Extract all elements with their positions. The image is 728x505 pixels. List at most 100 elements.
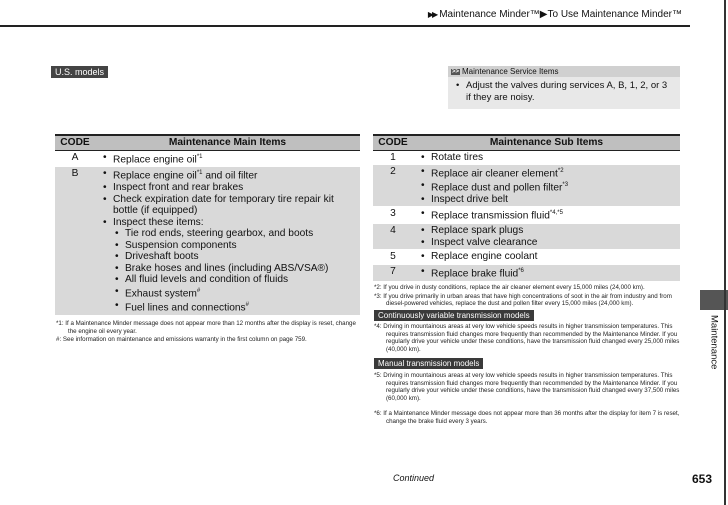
table-row: BReplace engine oil*1 and oil filterInsp… xyxy=(55,166,360,316)
footnote-ref: *1 xyxy=(196,170,203,177)
footnote: *4: Driving in mountainous areas at very… xyxy=(374,323,680,353)
list-item: All fluid levels and condition of fluids xyxy=(95,274,360,286)
code-cell: 7 xyxy=(373,264,413,282)
footnote-text: If a Maintenance Minder message does not… xyxy=(65,320,356,335)
cvt-footnote: *4: Driving in mountainous areas at very… xyxy=(374,323,680,354)
list-item: Check expiration date for temporary tire… xyxy=(95,194,360,217)
code-header: CODE xyxy=(55,134,95,151)
footnote-text: Driving in mountainous areas at very low… xyxy=(383,372,680,402)
footnote-mark: *4: xyxy=(374,323,384,330)
footnote-mark: *5: xyxy=(374,372,384,379)
footnote-text: Driving in mountainous areas at very low… xyxy=(383,323,680,353)
mt-footnote: *5: Driving in mountainous areas at very… xyxy=(374,372,680,403)
items-cell: Replace air cleaner element*2Replace dus… xyxy=(413,164,680,207)
footnote-ref: *3 xyxy=(562,181,569,188)
list-item: Tie rod ends, steering gearbox, and boot… xyxy=(95,228,360,240)
code-cell: 4 xyxy=(373,223,413,250)
list-item: Inspect these items: xyxy=(95,217,360,229)
items-cell: Rotate tires xyxy=(413,150,680,165)
code-cell: 1 xyxy=(390,151,396,163)
footnote-ref: *6 xyxy=(518,267,524,274)
footnote-mark: *3: xyxy=(374,292,384,300)
table-row: A Replace engine oil*1 xyxy=(55,150,360,167)
items-cell: Replace brake fluid*6 xyxy=(413,264,680,282)
list-item: Inspect drive belt xyxy=(413,194,680,206)
list-item: Replace engine oil*1 and oil filter xyxy=(95,168,360,182)
footnote-mark: *1: xyxy=(56,320,66,327)
code-cell: 2 xyxy=(373,164,413,207)
side-tab-marker xyxy=(700,290,728,310)
note-text: Adjust the valves during services A, B, … xyxy=(448,77,680,104)
footnote-text: See information on maintenance and emiss… xyxy=(62,336,307,344)
list-item: Replace transmission fluid*4,*5 xyxy=(413,208,680,222)
footnote-text: If you drive in dusty conditions, replac… xyxy=(383,284,645,291)
code-cell: 5 xyxy=(390,251,396,263)
table-row: 1 Rotate tires xyxy=(373,150,680,165)
items-cell: Replace engine oil*1 and oil filterInspe… xyxy=(95,166,360,316)
mt-label: Manual transmission models xyxy=(374,358,484,369)
footnote: *6: If a Maintenance Minder message does… xyxy=(374,410,680,425)
footnote-ref: *4,*5 xyxy=(549,210,563,217)
items-cell: Replace transmission fluid*4,*5 xyxy=(413,207,680,224)
maintenance-service-note: >>Maintenance Service Items Adjust the v… xyxy=(448,66,680,109)
table-row: 7Replace brake fluid*6 xyxy=(373,264,680,282)
footnote: *2: If you drive in dusty conditions, re… xyxy=(374,284,680,292)
list-item: Replace engine oil*1 xyxy=(95,152,360,166)
side-tab-label[interactable]: Maintenance xyxy=(708,314,720,370)
list-item: Rotate tires xyxy=(413,152,680,164)
items-header: Maintenance Sub Items xyxy=(413,134,680,151)
footnote-mark: *6: xyxy=(374,410,384,417)
table-row: 4Replace spark plugsInspect valve cleara… xyxy=(373,223,680,250)
footnote: *3: If you drive primarily in urban area… xyxy=(374,293,680,308)
footnote-ref: # xyxy=(245,301,249,308)
table-header: CODE Maintenance Main Items xyxy=(55,134,360,151)
code-cell: 3 xyxy=(390,208,396,220)
page-edge xyxy=(724,0,726,505)
items-cell: Replace engine coolant xyxy=(413,250,680,265)
code-cell: B xyxy=(55,166,95,316)
page-number: 653 xyxy=(692,472,713,486)
footnote-text: If a Maintenance Minder message does not… xyxy=(383,410,680,425)
list-item: Exhaust system# xyxy=(95,286,360,300)
footnote-mark: #: xyxy=(56,336,63,344)
list-item: Driveshaft boots xyxy=(95,251,360,263)
section-label: U.S. models xyxy=(51,66,109,78)
footnote-mark: *2: xyxy=(374,284,384,291)
list-item: Replace spark plugs xyxy=(413,225,680,237)
reference-icon: >> xyxy=(451,68,461,75)
footnote-text: If you drive primarily in urban areas th… xyxy=(383,292,672,308)
table-row: 2Replace air cleaner element*2Replace du… xyxy=(373,164,680,207)
items-cell: Replace engine oil*1 xyxy=(95,150,360,167)
list-item: Brake hoses and lines (including ABS/VSA… xyxy=(95,263,360,275)
items-header: Maintenance Main Items xyxy=(95,134,360,151)
footnote: #: See information on maintenance and em… xyxy=(56,336,356,344)
footnote-ref: # xyxy=(196,287,201,294)
table-row: 3 Replace transmission fluid*4,*5 xyxy=(373,207,680,224)
list-item: Inspect valve clearance xyxy=(413,237,680,249)
list-item: Replace air cleaner element*2 xyxy=(413,166,680,180)
brake-footnote: *6: If a Maintenance Minder message does… xyxy=(374,410,680,426)
footnote-ref: *2 xyxy=(557,168,564,174)
note-title: Maintenance Service Items xyxy=(462,67,559,76)
footnote: *5: Driving in mountainous areas at very… xyxy=(374,372,680,402)
items-cell: Replace spark plugsInspect valve clearan… xyxy=(413,223,680,250)
table-header: CODE Maintenance Sub Items xyxy=(373,134,680,151)
header-rule xyxy=(0,25,690,27)
cvt-label: Continuously variable transmission model… xyxy=(374,310,534,321)
footnote-ref: *1 xyxy=(196,153,203,160)
breadcrumb: ▶▶ Maintenance Minder™▶To Use Maintenance… xyxy=(427,9,682,20)
list-item: Inspect front and rear brakes xyxy=(95,182,360,194)
footnote: *1: If a Maintenance Minder message does… xyxy=(56,320,356,335)
left-footnotes: *1: If a Maintenance Minder message does… xyxy=(56,320,356,345)
list-item: Fuel lines and connections# xyxy=(95,300,360,314)
list-item: Replace brake fluid*6 xyxy=(413,266,680,280)
code-cell: A xyxy=(71,151,79,163)
list-item: Replace engine coolant xyxy=(413,251,680,263)
right-footnotes: *2: If you drive in dusty conditions, re… xyxy=(374,284,680,309)
table-row: 5 Replace engine coolant xyxy=(373,250,680,265)
code-header: CODE xyxy=(373,134,413,151)
list-item: Replace dust and pollen filter*3 xyxy=(413,180,680,194)
double-arrow-icon: ▶▶ xyxy=(427,10,438,19)
